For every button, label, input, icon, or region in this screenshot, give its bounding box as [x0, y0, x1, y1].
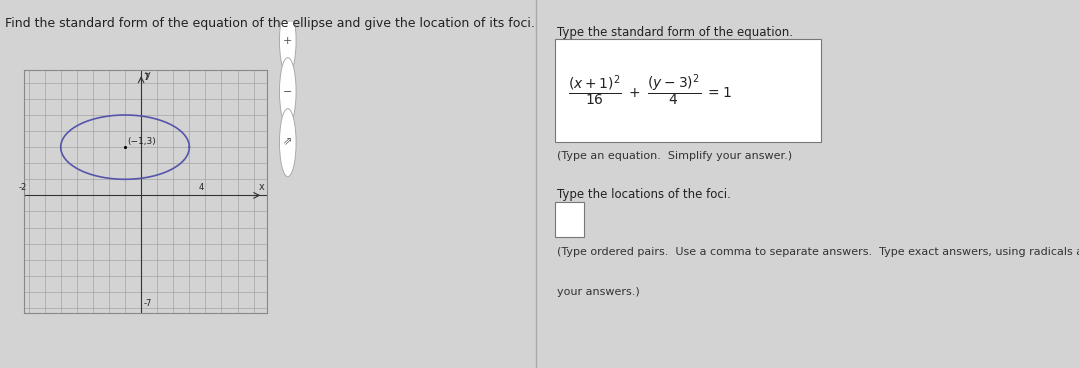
Text: ⇗: ⇗	[283, 138, 292, 148]
FancyBboxPatch shape	[555, 39, 821, 142]
Text: −: −	[283, 86, 292, 97]
Text: Find the standard form of the equation of the ellipse and give the location of i: Find the standard form of the equation o…	[5, 17, 535, 31]
Text: Type the standard form of the equation.: Type the standard form of the equation.	[558, 26, 793, 39]
Text: your answers.): your answers.)	[558, 287, 640, 297]
FancyBboxPatch shape	[555, 202, 584, 237]
Text: -2: -2	[18, 183, 27, 192]
Text: +: +	[283, 36, 292, 46]
Text: 4: 4	[199, 183, 204, 192]
Text: 7: 7	[144, 73, 149, 82]
Text: (Type an equation.  Simplify your answer.): (Type an equation. Simplify your answer.…	[558, 151, 793, 161]
Text: Type the locations of the foci.: Type the locations of the foci.	[558, 188, 732, 201]
Circle shape	[279, 7, 296, 75]
Text: -7: -7	[144, 299, 152, 308]
Text: $\dfrac{(x+1)^{2}}{16}$$\ +\ $$\dfrac{(y-3)^{2}}{4}$$\ = 1$: $\dfrac{(x+1)^{2}}{16}$$\ +\ $$\dfrac{(y…	[568, 72, 732, 108]
Circle shape	[279, 58, 296, 125]
Text: x: x	[259, 182, 264, 192]
Circle shape	[279, 109, 296, 177]
Text: (Type ordered pairs.  Use a comma to separate answers.  Type exact answers, usin: (Type ordered pairs. Use a comma to sepa…	[558, 247, 1079, 256]
Text: (−1,3): (−1,3)	[127, 137, 156, 146]
Text: y: y	[145, 70, 150, 80]
